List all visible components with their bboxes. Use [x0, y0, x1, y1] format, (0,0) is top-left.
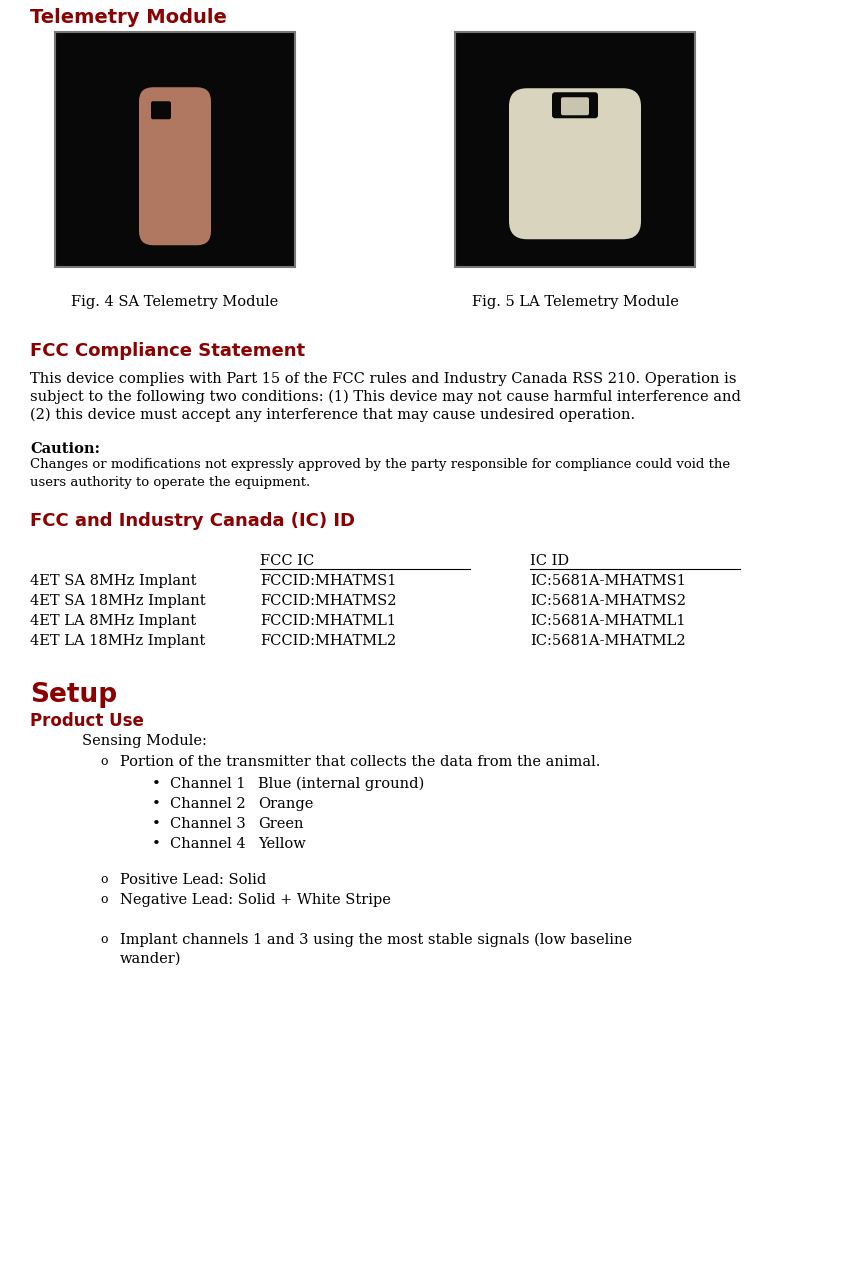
Text: subject to the following two conditions: (1) This device may not cause harmful i: subject to the following two conditions:… [30, 390, 740, 404]
Text: FCCID:MHATMS1: FCCID:MHATMS1 [260, 574, 396, 588]
Text: 4ET LA 8MHz Implant: 4ET LA 8MHz Implant [30, 615, 196, 629]
FancyBboxPatch shape [151, 101, 171, 120]
Text: Positive Lead: Solid: Positive Lead: Solid [120, 873, 267, 887]
Text: o: o [100, 933, 108, 946]
Text: FCC and Industry Canada (IC) ID: FCC and Industry Canada (IC) ID [30, 513, 355, 530]
Text: Channel 4: Channel 4 [170, 836, 246, 850]
Text: o: o [100, 892, 108, 907]
Text: Telemetry Module: Telemetry Module [30, 8, 227, 27]
Text: Channel 2: Channel 2 [170, 797, 246, 811]
FancyBboxPatch shape [455, 32, 695, 266]
Text: IC ID: IC ID [530, 555, 569, 567]
Text: Negative Lead: Solid + White Stripe: Negative Lead: Solid + White Stripe [120, 892, 391, 907]
Text: Green: Green [258, 817, 304, 831]
Text: Product Use: Product Use [30, 711, 144, 731]
Text: •: • [152, 776, 161, 790]
Text: 4ET SA 8MHz Implant: 4ET SA 8MHz Implant [30, 574, 196, 588]
Text: wander): wander) [120, 952, 181, 966]
Text: FCCID:MHATMS2: FCCID:MHATMS2 [260, 594, 396, 608]
Text: Implant channels 1 and 3 using the most stable signals (low baseline: Implant channels 1 and 3 using the most … [120, 933, 632, 947]
Text: •: • [152, 797, 161, 811]
Text: Channel 3: Channel 3 [170, 817, 246, 831]
Text: IC:5681A-MHATML1: IC:5681A-MHATML1 [530, 615, 685, 629]
Text: o: o [100, 755, 108, 768]
Text: Sensing Module:: Sensing Module: [82, 734, 207, 748]
Text: FCCID:MHATML1: FCCID:MHATML1 [260, 615, 396, 629]
Text: FCC Compliance Statement: FCC Compliance Statement [30, 342, 305, 360]
Text: IC:5681A-MHATMS1: IC:5681A-MHATMS1 [530, 574, 686, 588]
Text: IC:5681A-MHATMS2: IC:5681A-MHATMS2 [530, 594, 686, 608]
Text: FCCID:MHATML2: FCCID:MHATML2 [260, 634, 396, 648]
FancyBboxPatch shape [561, 97, 589, 115]
Text: 4ET LA 18MHz Implant: 4ET LA 18MHz Implant [30, 634, 206, 648]
Text: Yellow: Yellow [258, 836, 306, 850]
Text: Channel 1: Channel 1 [170, 776, 245, 790]
Text: This device complies with Part 15 of the FCC rules and Industry Canada RSS 210. : This device complies with Part 15 of the… [30, 372, 736, 386]
FancyBboxPatch shape [509, 88, 641, 240]
Text: Fig. 4 SA Telemetry Module: Fig. 4 SA Telemetry Module [71, 295, 279, 309]
Text: Portion of the transmitter that collects the data from the animal.: Portion of the transmitter that collects… [120, 755, 600, 769]
Text: (2) this device must accept any interference that may cause undesired operation.: (2) this device must accept any interfer… [30, 408, 636, 422]
Text: Changes or modifications not expressly approved by the party responsible for com: Changes or modifications not expressly a… [30, 458, 730, 470]
Text: •: • [152, 836, 161, 850]
Text: Setup: Setup [30, 682, 117, 708]
FancyBboxPatch shape [552, 92, 598, 119]
Text: Blue (internal ground): Blue (internal ground) [258, 776, 424, 792]
Text: o: o [100, 873, 108, 886]
Text: FCC IC: FCC IC [260, 555, 314, 567]
Text: users authority to operate the equipment.: users authority to operate the equipment… [30, 476, 310, 490]
Text: IC:5681A-MHATML2: IC:5681A-MHATML2 [530, 634, 685, 648]
Text: •: • [152, 817, 161, 831]
Text: 4ET SA 18MHz Implant: 4ET SA 18MHz Implant [30, 594, 206, 608]
FancyBboxPatch shape [139, 87, 211, 245]
FancyBboxPatch shape [55, 32, 295, 266]
Text: Caution:: Caution: [30, 442, 100, 456]
Text: Fig. 5 LA Telemetry Module: Fig. 5 LA Telemetry Module [471, 295, 679, 309]
Text: Orange: Orange [258, 797, 313, 811]
